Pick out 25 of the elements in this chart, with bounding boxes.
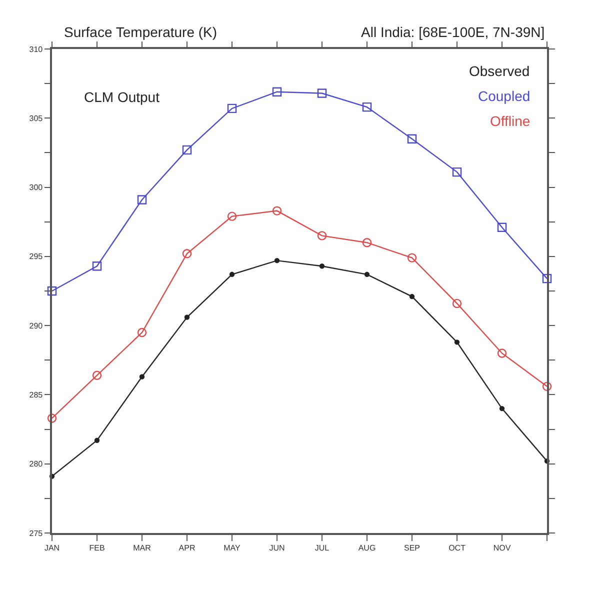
y-tick-label: 275 — [29, 528, 44, 538]
chart-title: Surface Temperature (K) — [64, 24, 218, 40]
x-tick-label: OCT — [448, 543, 466, 552]
y-tick-label: 300 — [29, 183, 44, 192]
x-tick-label: AUG — [358, 543, 376, 552]
y-tick-label: 295 — [29, 252, 44, 262]
y-tick-label: 310 — [29, 44, 44, 54]
y-tick-label: 285 — [29, 390, 44, 400]
x-tick-label: FEB — [89, 543, 105, 552]
x-tick-label: JAN — [44, 543, 60, 552]
x-tick-label: NOV — [493, 543, 512, 552]
y-tick-label: 290 — [29, 321, 44, 330]
text: Observed — [469, 63, 530, 79]
chart-subtitle: All India: [68E-100E, 7N-39N] — [361, 24, 545, 40]
x-tick-label: APR — [178, 543, 196, 552]
x-tick-label: JUN — [269, 543, 285, 552]
x-tick-label: MAR — [133, 543, 152, 552]
x-tick-label: MAY — [224, 543, 242, 552]
x-tick-label: SEP — [404, 543, 420, 552]
y-tick-label: 280 — [29, 460, 44, 469]
text: Offline — [490, 113, 530, 129]
x-tick-label: JUL — [314, 543, 330, 552]
annotation: CLM Output — [84, 89, 160, 105]
y-tick-label: 305 — [29, 114, 44, 123]
text: Coupled — [478, 88, 530, 104]
